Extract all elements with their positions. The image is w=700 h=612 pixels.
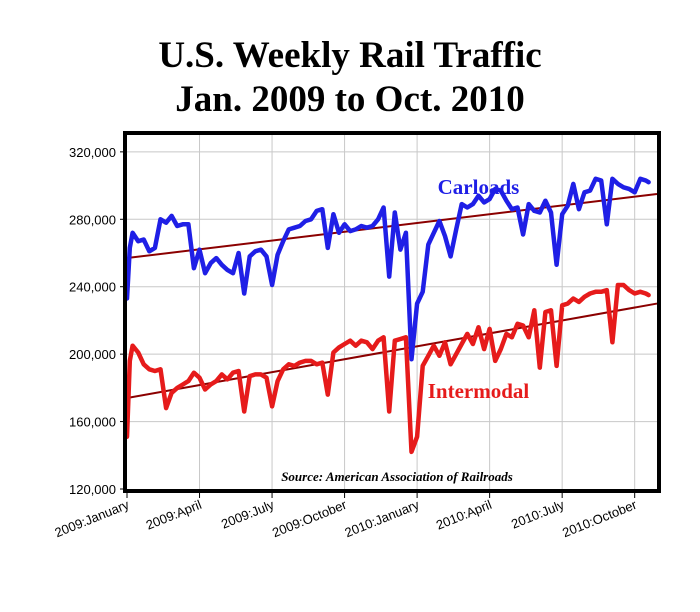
series-lines bbox=[124, 176, 651, 455]
x-tick-label: 2010:October bbox=[560, 497, 639, 541]
y-tick-label: 240,000 bbox=[69, 280, 116, 295]
series-line-carloads bbox=[124, 176, 651, 362]
y-tick-label: 280,000 bbox=[69, 212, 116, 227]
series-labels: Carloads Intermodal bbox=[428, 175, 530, 403]
source-note: Source: American Association of Railroad… bbox=[281, 469, 513, 484]
chart-subtitle: Jan. 2009 to Oct. 2010 bbox=[175, 79, 525, 120]
y-tick-label: 320,000 bbox=[69, 145, 116, 160]
gridlines bbox=[127, 135, 657, 489]
y-axis: 120,000 160,000 200,000 240,000 280,000 320,0… bbox=[69, 145, 125, 497]
x-tick-label: 2010:July bbox=[509, 497, 567, 532]
y-tick-label: 160,000 bbox=[69, 415, 116, 430]
x-tick-label: 2010:April bbox=[434, 497, 494, 533]
x-tick-label: 2009:April bbox=[144, 497, 204, 533]
x-tick-label: 2010:January bbox=[343, 497, 422, 541]
series-line-intermodal bbox=[124, 282, 651, 455]
y-tick-label: 120,000 bbox=[69, 482, 116, 497]
chart-title: U.S. Weekly Rail Traffic bbox=[158, 35, 542, 76]
x-axis: 2009:January 2009:April 2009:July2009:Octo… bbox=[52, 491, 639, 540]
x-tick-label: 2009:October bbox=[270, 497, 349, 541]
series-label-intermodal: Intermodal bbox=[428, 379, 530, 403]
x-tick-label: 2009:July bbox=[219, 497, 277, 532]
x-tick-label: 2009:January bbox=[52, 497, 131, 541]
y-tick-label: 200,000 bbox=[69, 347, 116, 362]
series-label-carloads: Carloads bbox=[438, 175, 520, 199]
plot-frame bbox=[123, 131, 661, 493]
